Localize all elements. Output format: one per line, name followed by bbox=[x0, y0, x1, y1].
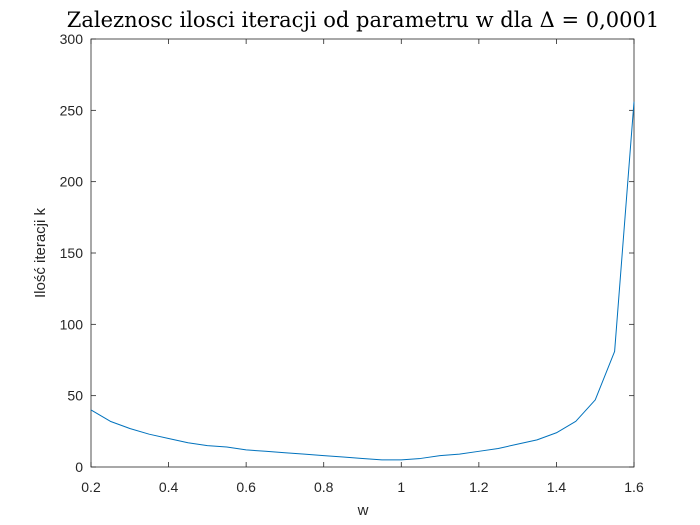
y-tick-label: 100 bbox=[60, 316, 84, 332]
x-tick-label: 0.6 bbox=[236, 479, 256, 495]
y-tick-label: 200 bbox=[60, 174, 84, 190]
y-tick-label: 150 bbox=[60, 245, 84, 261]
x-tick-label: 1 bbox=[397, 479, 405, 495]
y-tick-label: 300 bbox=[60, 31, 84, 47]
x-tick-label: 1.2 bbox=[469, 479, 489, 495]
x-axis-label: w bbox=[357, 502, 369, 519]
x-tick-label: 0.2 bbox=[81, 479, 101, 495]
y-tick-label: 250 bbox=[60, 102, 84, 118]
x-tick-label: 0.4 bbox=[159, 479, 179, 495]
series-line bbox=[90, 101, 635, 461]
y-axis-label: Ilość iteracji k bbox=[32, 207, 49, 298]
x-tick-label: 0.8 bbox=[314, 479, 334, 495]
y-tick-label: 50 bbox=[67, 388, 83, 404]
x-tick-label: 1.6 bbox=[624, 479, 644, 495]
x-tick-label: 1.4 bbox=[547, 479, 567, 495]
plot-frame bbox=[90, 38, 635, 468]
y-tick-label: 0 bbox=[75, 459, 83, 475]
plot-area: 0.2 0.4 0.6 0.8 1 1.2 1.4 1.6 0 50 100 150 200 250 300 bbox=[60, 31, 644, 495]
chart-title: Zaleznosc ilosci iteracji od parametru w… bbox=[67, 8, 659, 32]
